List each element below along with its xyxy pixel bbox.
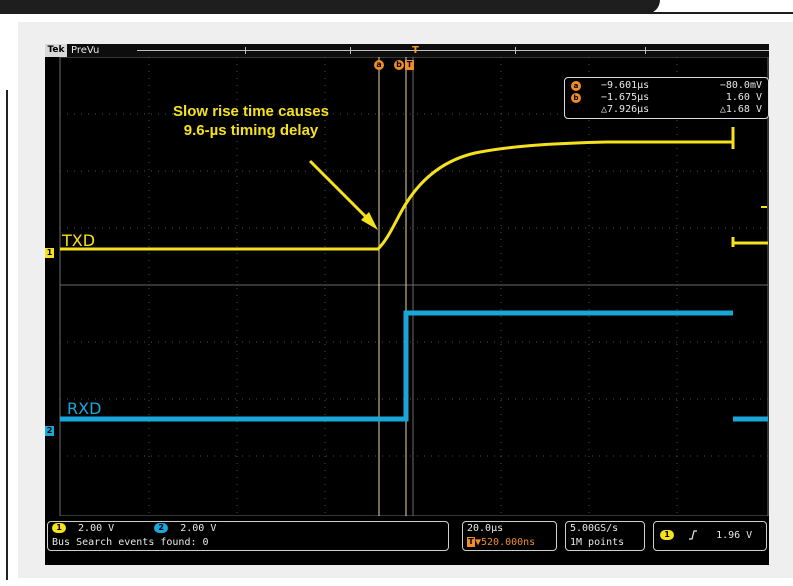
rising-edge-icon [689, 530, 698, 540]
bus-search-status: Bus Search events found: 0 [52, 537, 209, 548]
cursor-readout: a −9.601µs −80.0mV b −1.675µs 1.60 V △7.… [564, 77, 769, 119]
ch2-badge: 2 [154, 523, 169, 533]
cursor-a-badge: a [571, 81, 581, 91]
screenshot-panel: Tek PreVu T [18, 22, 793, 578]
trigger-source-badge: 1 [660, 530, 674, 540]
trigger-position-icon: T [412, 45, 419, 56]
timebase-box[interactable]: 20.0µs T▼520.000ns [462, 521, 557, 551]
rxd-label: RXD [67, 399, 102, 418]
timebase-scale: 20.0µs [467, 523, 504, 534]
trigger-level: 1.96 V [716, 530, 753, 541]
sample-rate: 5.00GS/s [570, 523, 619, 534]
delta-time: △7.926µs [601, 104, 650, 115]
trigger-tag[interactable]: T [405, 60, 414, 70]
scope-header: Tek PreVu T [45, 44, 769, 57]
ch1-scale: 2.00 V [78, 523, 115, 534]
cursor-a-tag[interactable]: a [374, 60, 384, 70]
left-margin-rule [6, 90, 8, 580]
ch2-scale: 2.00 V [180, 523, 217, 534]
cursor-a-value: −80.0mV [719, 80, 762, 91]
cursor-b-badge: b [571, 93, 581, 103]
record-view-track [137, 50, 769, 51]
cursor-b-tag[interactable]: b [394, 60, 404, 70]
trigger-position-badge: T [467, 537, 475, 547]
top-bar [0, 0, 793, 14]
graticule [59, 57, 769, 516]
annotation-arrow [308, 159, 373, 224]
annotation-line-2: 9.6-µs timing delay [183, 122, 319, 139]
record-length: 1M points [570, 537, 625, 548]
annotation-line-1: Slow rise time causes [173, 103, 329, 120]
annotation-text: Slow rise time causes 9.6-µs timing dela… [141, 102, 361, 140]
ch2-ground-marker[interactable]: 2 [45, 426, 54, 436]
cursor-b-time: −1.675µs [601, 92, 650, 103]
ch1-ground-marker[interactable]: 1 [45, 248, 54, 258]
channel-scale-box[interactable]: 1 2.00 V 2 2.00 V Bus Search events foun… [47, 521, 449, 551]
ch1-badge: 1 [52, 523, 66, 533]
cursor-b-value: 1.60 V [725, 92, 762, 103]
oscilloscope-screen: Tek PreVu T [45, 44, 769, 565]
status-bar: 1 2.00 V 2 2.00 V Bus Search events foun… [45, 516, 769, 565]
mode-label: PreVu [71, 45, 100, 56]
txd-label: TXD [62, 231, 96, 250]
acquisition-box[interactable]: 5.00GS/s 1M points [565, 521, 645, 551]
rxd-trace [60, 310, 768, 422]
txd-trace [60, 127, 768, 251]
trigger-box[interactable]: 1 1.96 V [653, 521, 767, 551]
horizontal-position: ▼520.000ns [475, 537, 536, 548]
cursor-a-time: −9.601µs [601, 80, 650, 91]
tek-logo: Tek [45, 44, 67, 57]
delta-value: △1.68 V [719, 104, 762, 115]
